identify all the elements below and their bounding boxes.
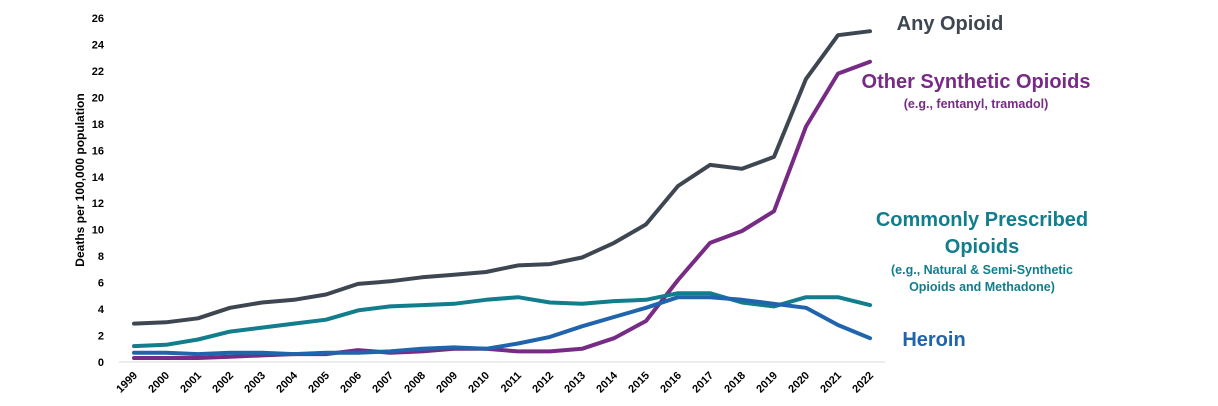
x-tick-label: 2021 [818, 370, 844, 396]
x-tick-label: 2000 [146, 370, 172, 396]
y-axis-label: Deaths per 100,000 population [73, 93, 87, 266]
y-tick-label: 20 [92, 92, 104, 104]
series-label-any-opioid: Any Opioid [897, 13, 1004, 35]
x-tick-label: 2011 [499, 370, 524, 395]
series-lines [132, 29, 872, 360]
series-sublabel-other-synthetic-opioids: (e.g., fentanyl, tramadol) [904, 97, 1048, 111]
x-tick-label: 2019 [754, 370, 780, 396]
y-tick-label: 18 [92, 119, 104, 131]
x-tick-label: 2003 [242, 370, 268, 396]
y-tick-label: 0 [98, 357, 104, 369]
x-tick-label: 2013 [562, 370, 588, 396]
series-sublabel-commonly-prescribed-opioids: Opioids and Methadone) [909, 280, 1055, 294]
x-tick-label: 2007 [370, 370, 396, 396]
y-tick-label: 4 [98, 304, 105, 316]
x-tick-label: 2005 [306, 370, 332, 396]
y-tick-label: 16 [92, 145, 104, 157]
x-tick-label: 2008 [402, 370, 428, 396]
series-line-commonly-prescribed-opioids [132, 291, 872, 349]
y-tick-label: 24 [92, 39, 105, 51]
series-line-other-synthetic-opioids [132, 59, 872, 360]
y-tick-label: 2 [98, 331, 104, 343]
series-line-any-opioid [132, 29, 872, 326]
x-tick-label: 2020 [786, 370, 812, 396]
series-label-other-synthetic-opioids: Other Synthetic Opioids [862, 71, 1091, 93]
x-tick-label: 2017 [690, 370, 716, 396]
x-tick-label: 2010 [466, 370, 492, 396]
series-label-commonly-prescribed-opioids: Opioids [945, 236, 1019, 258]
x-tick-label: 2012 [530, 370, 556, 396]
x-tick-label: 2006 [338, 370, 364, 396]
x-axis-ticks: 1999 2000 2001 2002 2003 2004 2005 2006 2007 2008… [114, 369, 876, 395]
series-label-heroin: Heroin [902, 329, 965, 351]
x-tick-label: 1999 [114, 370, 140, 396]
x-tick-label: 2022 [850, 370, 876, 396]
series-sublabel-commonly-prescribed-opioids: (e.g., Natural & Semi-Synthetic [891, 263, 1073, 277]
series-line-heroin [132, 295, 872, 357]
y-tick-label: 22 [92, 66, 104, 78]
y-tick-label: 8 [98, 251, 104, 263]
x-tick-label: 2016 [658, 370, 684, 396]
y-tick-label: 10 [92, 225, 104, 237]
x-tick-label: 2018 [722, 370, 748, 396]
x-tick-label: 2009 [434, 370, 460, 396]
x-tick-label: 2004 [274, 369, 300, 395]
series-label-commonly-prescribed-opioids: Commonly Prescribed [876, 209, 1088, 231]
series-labels: Any Opioid Other Synthetic Opioids (e.g., … [862, 13, 1091, 351]
y-tick-label: 6 [98, 278, 104, 290]
x-tick-label: 2001 [178, 370, 204, 396]
x-tick-label: 2015 [626, 370, 652, 396]
y-tick-label: 12 [92, 198, 104, 210]
y-tick-label: 14 [92, 172, 105, 184]
x-tick-label: 2014 [594, 369, 620, 395]
x-tick-label: 2002 [210, 370, 236, 396]
y-tick-label: 26 [92, 13, 104, 25]
